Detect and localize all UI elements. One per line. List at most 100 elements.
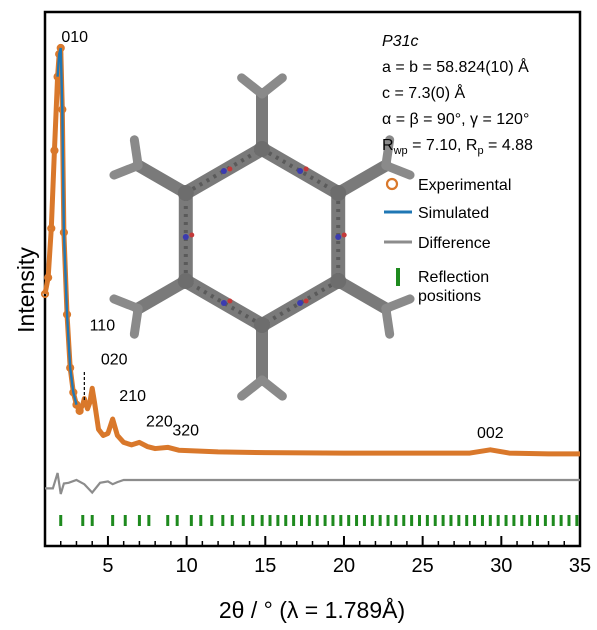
reflection-tick	[567, 515, 571, 526]
reflection-tick	[276, 515, 280, 526]
framework-arm	[132, 159, 192, 199]
framework-branch	[381, 161, 415, 180]
reflection-tick	[81, 515, 85, 526]
framework-atom	[335, 234, 342, 240]
framework-node	[177, 273, 194, 289]
legend-label-difference: Difference	[418, 235, 491, 252]
x-tick-label-10: 10	[175, 555, 197, 577]
framework-atom	[303, 166, 309, 172]
reflection-tick	[221, 515, 225, 526]
reflection-tick	[536, 515, 540, 526]
framework-atom	[189, 232, 195, 238]
peak-label-320: 320	[172, 422, 199, 439]
reflection-tick	[370, 515, 374, 526]
reflection-tick	[488, 515, 492, 526]
framework-atom	[220, 168, 227, 174]
x-tick-label-25: 25	[412, 555, 434, 577]
legend-label-reflections-line: positions	[418, 288, 481, 305]
reflection-tick	[90, 515, 94, 526]
x-tick-label-35: 35	[569, 555, 591, 577]
framework-atom	[297, 300, 304, 306]
reflection-tick	[299, 515, 303, 526]
legend-label-reflections-line: Reflection	[418, 269, 489, 286]
x-tick-label-15: 15	[254, 555, 276, 577]
framework-edge-detail	[184, 279, 263, 327]
rp-value: = 4.88	[484, 137, 533, 154]
reflection-tick	[347, 515, 351, 526]
framework-arm	[332, 159, 392, 199]
x-tick-label-5: 5	[102, 555, 113, 577]
experimental-point	[40, 289, 50, 299]
reflection-tick	[210, 515, 214, 526]
reflection-tick	[551, 515, 555, 526]
series-layer	[40, 43, 580, 495]
reflection-tick	[199, 515, 203, 526]
framework-node	[254, 141, 270, 157]
reflection-tick	[362, 515, 366, 526]
reflection-tick	[433, 515, 437, 526]
reflection-tick	[323, 515, 327, 526]
reflection-tick	[307, 515, 311, 526]
lattice-angles: α = β = 90°, γ = 120°	[382, 111, 529, 128]
peak-label-220: 220	[146, 413, 173, 430]
lattice-c: c = 7.3(0) Å	[382, 83, 465, 102]
framework-node	[177, 185, 194, 201]
peak-label-010: 010	[61, 29, 88, 46]
framework-atom	[297, 168, 304, 174]
reflection-tick	[241, 515, 245, 526]
refinement-info: P31c a = b = 58.824(10) Å c = 7.3(0) Å α…	[382, 33, 533, 157]
experimental-point	[44, 273, 53, 282]
lattice-ab: a = b = 58.824(10) Å	[382, 57, 529, 76]
framework-structure-illustration	[109, 73, 415, 401]
reflection-tick	[480, 515, 484, 526]
framework-edge-detail	[261, 147, 340, 195]
reflection-tick	[292, 515, 296, 526]
reflection-tick	[331, 515, 335, 526]
reflection-tick	[123, 515, 127, 526]
reflection-tick	[496, 515, 500, 526]
reflection-tick	[166, 515, 170, 526]
reflection-tick	[386, 515, 390, 526]
rwp-value: = 7.10, R	[408, 137, 478, 154]
reflection-tick	[394, 515, 398, 526]
plot-frame	[43, 10, 582, 548]
framework-atom	[341, 232, 347, 238]
framework-branch	[237, 375, 267, 401]
reflection-tick	[449, 515, 453, 526]
peak-label-020: 020	[101, 351, 128, 368]
legend-label-experimental: Experimental	[418, 177, 511, 194]
framework-node	[330, 185, 347, 201]
series-line-simulated	[56, 47, 78, 405]
reflection-tick	[260, 515, 264, 526]
framework-branch	[257, 73, 287, 99]
legend: Experimental Simulated Difference Reflec…	[384, 177, 511, 305]
reflection-tick	[473, 515, 477, 526]
reflection-tick	[111, 515, 115, 526]
reflection-tick	[378, 515, 382, 526]
experimental-point	[75, 406, 84, 415]
x-axis-ticks: 5 10 15 20 25 30 35	[59, 536, 591, 577]
reflection-tick	[559, 515, 563, 526]
reflection-positions	[59, 515, 579, 526]
framework-edge-detail	[184, 147, 263, 195]
framework-atom	[182, 234, 189, 240]
legend-label-reflections: Reflection positions	[418, 269, 489, 305]
framework-arm	[332, 275, 392, 315]
reflection-tick	[418, 515, 421, 526]
reflection-tick	[410, 515, 414, 526]
reflection-tick	[147, 515, 151, 526]
reflection-tick	[575, 515, 579, 526]
x-axis-title: 2θ / ° (λ = 1.789Å)	[219, 596, 405, 623]
peak-label-002: 002	[477, 425, 504, 442]
reflection-tick	[137, 515, 141, 526]
reflection-tick	[189, 515, 193, 526]
experimental-point	[47, 224, 56, 233]
framework-atom	[227, 166, 233, 172]
reflection-tick	[512, 515, 516, 526]
framework-atom	[227, 298, 233, 304]
framework-atom	[303, 298, 309, 304]
reflection-tick	[268, 515, 272, 526]
peak-label-110: 110	[90, 318, 116, 335]
